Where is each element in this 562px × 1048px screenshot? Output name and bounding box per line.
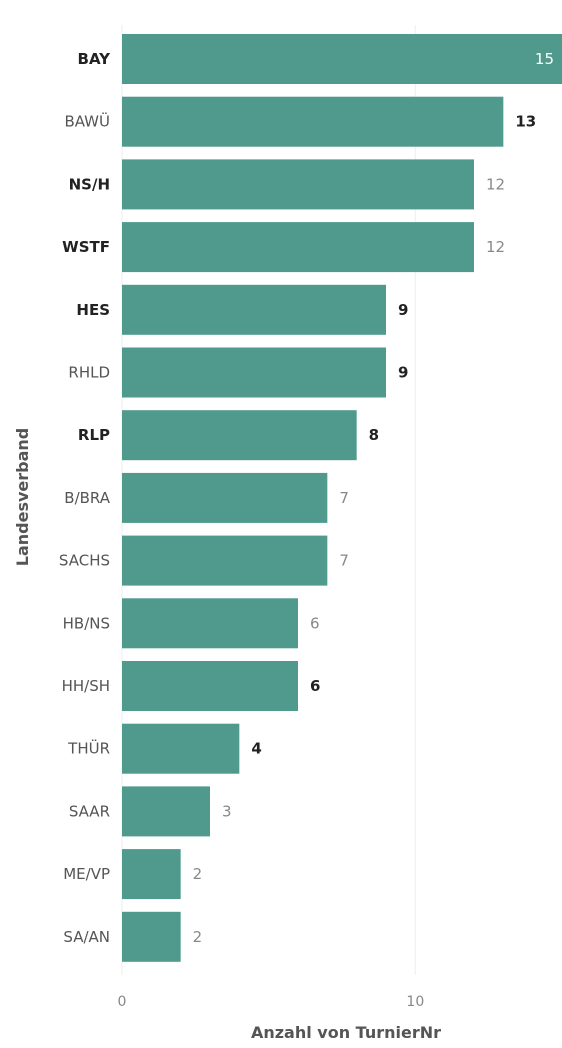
value-label-10: 6 xyxy=(310,677,320,695)
bar-2 xyxy=(122,159,474,210)
category-label-6: RLP xyxy=(78,426,110,444)
category-label-9: HB/NS xyxy=(63,614,110,632)
value-label-6: 8 xyxy=(369,426,379,444)
bar-3 xyxy=(122,222,474,273)
bar-7 xyxy=(122,472,328,523)
bar-14 xyxy=(122,911,181,962)
x-tick-0: 0 xyxy=(118,994,127,1010)
value-label-7: 7 xyxy=(339,489,349,507)
value-label-9: 6 xyxy=(310,614,320,632)
value-label-14: 2 xyxy=(193,928,203,946)
category-label-0: BAY xyxy=(78,50,112,68)
value-label-1: 13 xyxy=(515,113,536,131)
bar-8 xyxy=(122,535,328,586)
category-label-5: RHLD xyxy=(68,364,110,382)
value-label-12: 3 xyxy=(222,802,232,820)
y-axis-title: Landesverband xyxy=(13,428,32,566)
category-label-1: BAWÜ xyxy=(64,112,110,131)
x-tick-labels: 0 10 xyxy=(118,994,425,1010)
category-label-10: HH/SH xyxy=(62,677,110,695)
bar-10 xyxy=(122,661,298,711)
bar-4 xyxy=(122,284,386,335)
value-label-8: 7 xyxy=(339,552,349,570)
category-label-8: SACHS xyxy=(59,552,110,570)
category-label-13: ME/VP xyxy=(63,865,110,883)
x-tick-10: 10 xyxy=(406,994,424,1010)
value-label-3: 12 xyxy=(486,238,505,256)
bar-12 xyxy=(122,786,210,837)
category-label-4: HES xyxy=(76,301,110,319)
category-label-12: SAAR xyxy=(69,802,110,820)
bar-5 xyxy=(122,347,386,398)
bar-9 xyxy=(122,598,298,649)
category-label-7: B/BRA xyxy=(64,489,110,507)
bar-1 xyxy=(122,96,504,147)
x-axis-title: Anzahl von TurnierNr xyxy=(251,1023,441,1042)
value-labels: 15 13 12 12 9 9 8 7 7 6 6 4 3 2 2 xyxy=(193,50,554,946)
value-label-13: 2 xyxy=(193,865,203,883)
bar-11 xyxy=(122,723,240,774)
value-label-11: 4 xyxy=(251,740,261,758)
bars-group xyxy=(122,34,562,962)
category-label-3: WSTF xyxy=(62,238,110,256)
value-label-4: 9 xyxy=(398,301,408,319)
value-label-2: 12 xyxy=(486,175,505,193)
category-labels: BAY BAWÜ NS/H WSTF HES RHLD RLP B/BRA SACHS HB/NS… xyxy=(59,50,111,946)
bar-6 xyxy=(122,410,357,461)
bar-0 xyxy=(122,34,562,84)
value-label-5: 9 xyxy=(398,364,408,382)
category-label-2: NS/H xyxy=(69,175,110,193)
category-label-11: THÜR xyxy=(67,739,110,758)
bar-13 xyxy=(122,849,181,900)
value-label-0: 15 xyxy=(535,50,554,68)
category-label-14: SA/AN xyxy=(63,928,110,946)
